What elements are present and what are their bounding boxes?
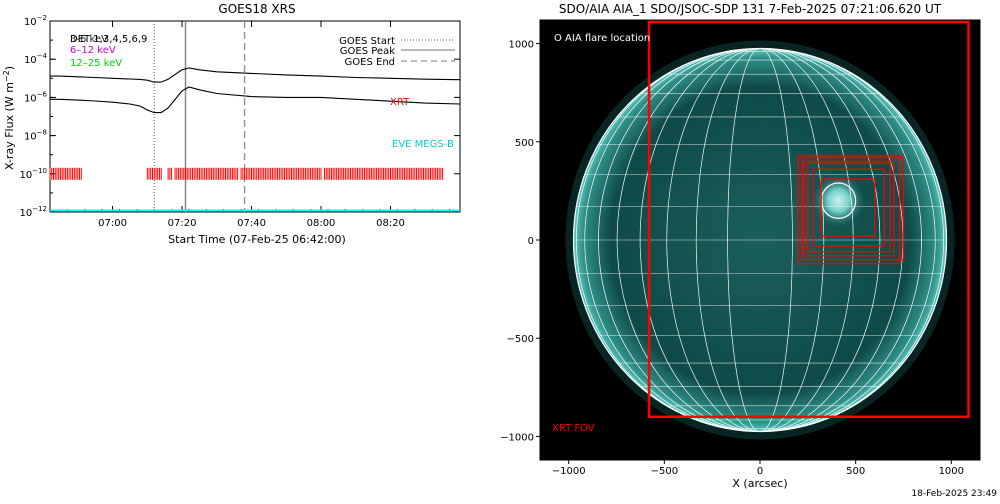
goes-y-tick-label: 10−6: [24, 90, 48, 104]
legend-goes-end-label: GOES End: [345, 57, 395, 68]
band-label-12-25: 12–25 keV: [70, 58, 122, 69]
goes-y-tick-label: 10−8: [24, 129, 47, 143]
aia-x-axis-label: X (arcsec): [732, 477, 787, 490]
xrt-pointing-box: [812, 168, 886, 247]
goes-short-channel-curve: [50, 86, 461, 114]
aia-x-tick-label: 500: [846, 466, 865, 477]
legend-goes-peak-label: GOES Peak: [340, 46, 395, 57]
goes-x-tick-label: 08:20: [376, 218, 405, 229]
goes-x-tick-label: 07:20: [168, 218, 197, 229]
longitude-line: [576, 48, 944, 432]
aia-x-tick-label: −1000: [552, 466, 586, 477]
flare-location-legend: O AIA flare location: [554, 33, 650, 44]
longitude-line: [695, 48, 825, 432]
aia-y-tick-label: 0: [528, 236, 534, 247]
active-region: [811, 173, 866, 229]
aia-y-tick-label: 1000: [509, 40, 534, 51]
xrt-pointing-box: [803, 160, 895, 257]
longitude-line: [598, 48, 922, 432]
limb-outline: [572, 47, 948, 433]
goes-plot-area: 10−2 10−4 10−6 10−8 10−10 10−12 07:00 07:20 07:4…: [19, 14, 461, 229]
goes-legend: GOES Start GOES Peak GOES End: [339, 36, 455, 68]
longitude-line: [727, 48, 793, 432]
aia-y-tick-label: 500: [515, 138, 534, 149]
aia-x-tick-label: −500: [651, 466, 678, 477]
xrt-pointing-box: [807, 162, 891, 253]
legend-goes-start-label: GOES Start: [339, 36, 395, 47]
goes-long-channel-curve: [50, 67, 461, 83]
xrt-pointing-box: [801, 156, 905, 261]
xrt-pointing-box: [820, 178, 876, 237]
goes-y-tick-label: 10−2: [24, 14, 47, 28]
goes-y-tick-label: 10−4: [24, 52, 48, 66]
aia-y-tick-label: −500: [507, 334, 534, 345]
xrt-fov-box: [647, 20, 970, 419]
goes-y-tick-label: 10−12: [19, 205, 47, 219]
xrt-fov-label: XRT FOV: [552, 423, 595, 434]
longitude-line: [666, 48, 854, 432]
aia-panel: SDO/AIA AIA_1 SDO/JSOC-SDP 131 7-Feb-202…: [500, 2, 981, 490]
eve-label: EVE MEGS-B: [392, 139, 454, 150]
aia-title: SDO/AIA AIA_1 SDO/JSOC-SDP 131 7-Feb-202…: [559, 2, 942, 16]
aia-y-tick-label: −1000: [500, 432, 534, 443]
xrt-pointing-box: [797, 154, 901, 265]
goes-y-axis-label: X-ray Flux (W m−2): [2, 66, 16, 170]
goes-title: GOES18 XRS: [218, 2, 295, 16]
band-label-low: 3-6 keV: [70, 34, 108, 45]
goes-x-tick-label: 07:40: [237, 218, 266, 229]
goes-y-tick-label: 10−10: [19, 167, 47, 181]
longitude-line: [639, 48, 881, 432]
band-label-6-12: 6–12 keV: [70, 45, 116, 56]
aia-x-tick-label: 1000: [939, 466, 964, 477]
goes-x-axis-label: Start Time (07-Feb-25 06:42:00): [168, 233, 346, 246]
goes-panel: GOES18 XRS 10−2 10−4 10−6 10−8 10−10 10−12 07:…: [2, 2, 461, 246]
aia-x-tick-label: 0: [757, 466, 763, 477]
longitude-line: [584, 48, 936, 432]
band-label-overlap: DET 1,3,4,5,6,9: [70, 34, 147, 45]
goes-x-tick-label: 07:00: [98, 218, 127, 229]
aia-plot-area: O AIA flare location XRT FOV −1000 −500 0 500…: [500, 19, 981, 477]
xrt-label: XRT: [390, 97, 410, 108]
footer-timestamp: 18-Feb-2025 23:49: [911, 489, 997, 499]
goes-x-tick-label: 08:00: [307, 218, 336, 229]
